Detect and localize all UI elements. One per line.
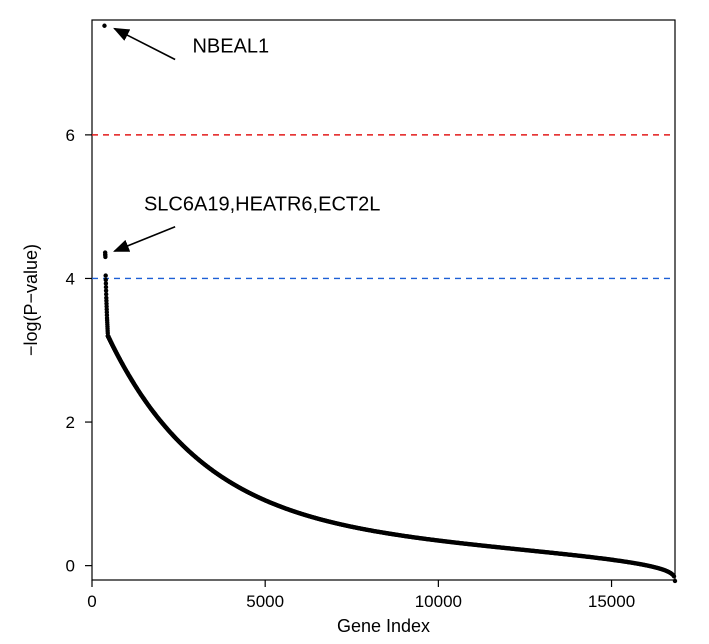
y-axis-label: −log(P−value) <box>21 244 41 356</box>
x-tick-label: 0 <box>87 592 96 611</box>
y-tick-label: 0 <box>66 557 75 576</box>
y-tick-label: 6 <box>66 126 75 145</box>
annotation-label: SLC6A19,HEATR6,ECT2L <box>144 193 380 215</box>
y-tick-label: 2 <box>66 413 75 432</box>
chart-svg: 0 5000 10000 15000 Gene Index 0 2 4 6 −log(P−valu… <box>0 0 709 644</box>
x-tick-label: 15000 <box>588 592 635 611</box>
x-tick-label: 10000 <box>415 592 462 611</box>
x-axis-label: Gene Index <box>337 616 430 636</box>
annotation-label: NBEAL1 <box>192 35 269 57</box>
scatter-chart: 0 5000 10000 15000 Gene Index 0 2 4 6 −log(P−valu… <box>0 0 709 644</box>
x-tick-label: 5000 <box>246 592 284 611</box>
y-tick-label: 4 <box>66 269 75 288</box>
